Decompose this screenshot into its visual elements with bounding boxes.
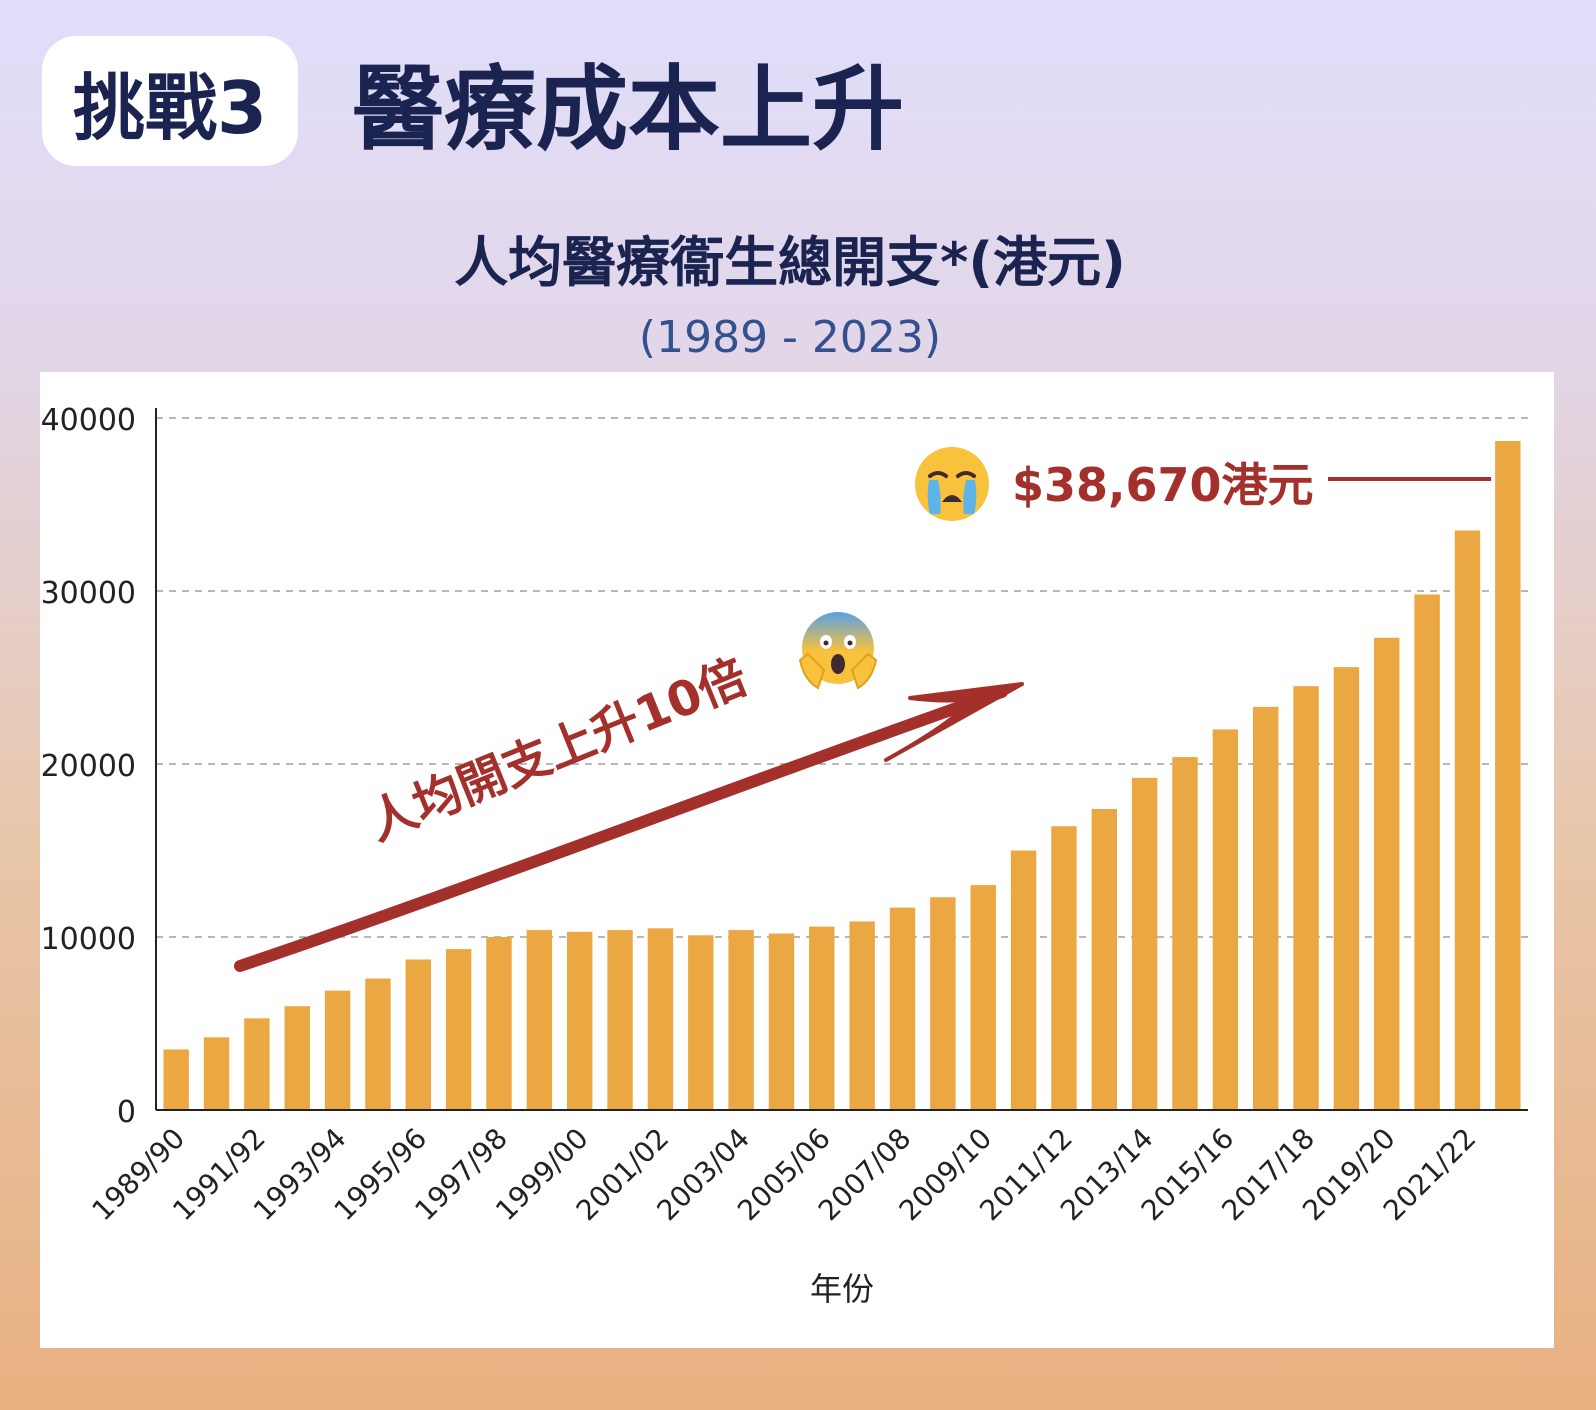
bar [1091, 808, 1118, 1110]
bar [1172, 757, 1198, 1110]
page-headline: 醫療成本上升 [352, 56, 905, 163]
bar [930, 897, 956, 1110]
trend-arrow-shaft [234, 686, 1008, 972]
bar [849, 921, 875, 1110]
trend-arrow-head [884, 682, 1024, 762]
bar [970, 885, 996, 1110]
bar [405, 959, 432, 1110]
bar [1333, 667, 1360, 1110]
y-tick-label: 0 [117, 1095, 136, 1130]
bar [284, 1006, 310, 1110]
challenge-badge-label: 挑戰3 [72, 65, 268, 150]
bar [1010, 850, 1037, 1110]
y-tick-label: 20000 [41, 749, 136, 784]
crying-face-icon [915, 447, 989, 521]
bar [445, 949, 472, 1110]
bar [566, 931, 593, 1110]
bar [526, 930, 553, 1110]
bar [1414, 594, 1440, 1110]
screaming-face-icon [798, 612, 878, 690]
y-tick-label: 10000 [41, 922, 136, 957]
bar [688, 935, 714, 1110]
bar [203, 1037, 230, 1110]
bar [324, 990, 351, 1110]
y-tick-label: 40000 [41, 403, 136, 438]
bar [1454, 530, 1481, 1110]
bar [1293, 686, 1319, 1110]
bar [1252, 706, 1279, 1110]
bar [809, 926, 835, 1110]
bar [1495, 441, 1521, 1110]
bar [1374, 637, 1400, 1110]
bar [486, 937, 512, 1110]
latest-value-label: $38,670港元 [1012, 458, 1314, 512]
bar [647, 928, 674, 1110]
bar [728, 930, 754, 1110]
y-tick-label: 30000 [41, 576, 136, 611]
x-axis-label: 年份 [810, 1270, 874, 1308]
bar [889, 907, 916, 1110]
bar [1212, 729, 1239, 1110]
challenge-badge: 挑戰3 [42, 36, 298, 166]
bar [365, 978, 391, 1110]
bar [768, 933, 795, 1110]
bar [1131, 777, 1158, 1110]
chart-subtitle: (1989 - 2023) [638, 312, 942, 363]
bar [607, 930, 633, 1110]
chart-title: 人均醫療衞生總開支*(港元) [454, 231, 1126, 294]
bar [244, 1018, 270, 1110]
chart-panel: 0 10000 20000 30000 40000 1989/90 1991/92 1993/… [40, 372, 1554, 1348]
bar-chart: 0100002000030000400001989/901991/921993/… [41, 403, 1528, 1308]
bar [1051, 826, 1077, 1110]
bar [163, 1049, 189, 1110]
